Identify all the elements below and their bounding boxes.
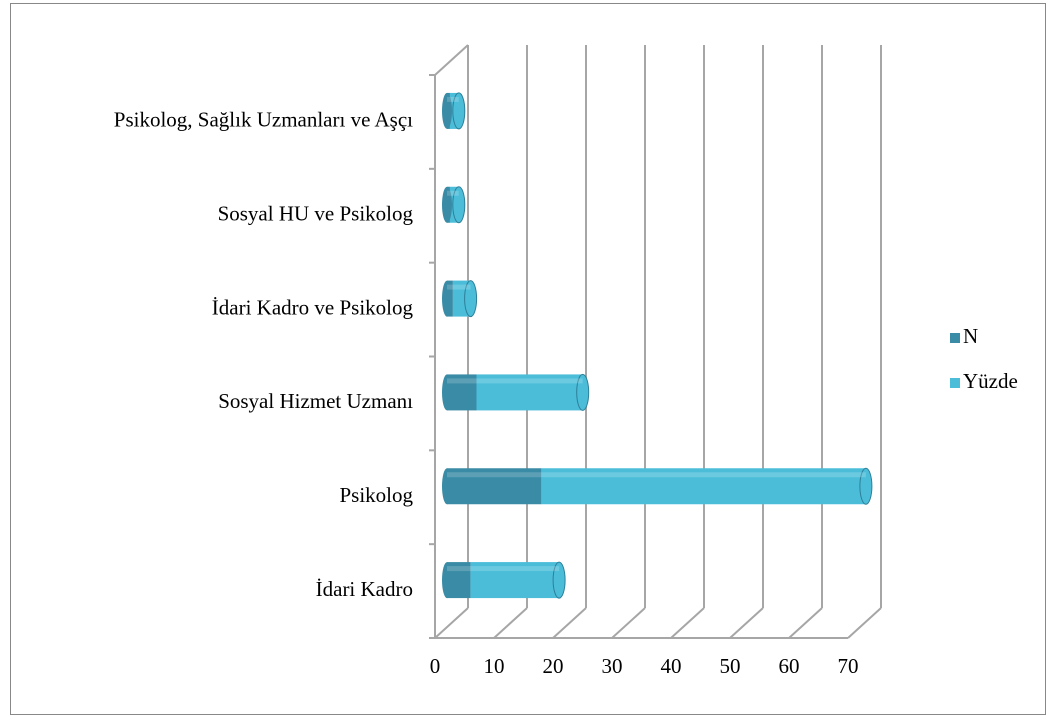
bar-highlight bbox=[447, 284, 471, 290]
floor-grid-line bbox=[493, 607, 528, 639]
y-tick-label: Sosyal HU ve Psikolog bbox=[218, 202, 414, 226]
y-tick-label: Psikolog bbox=[339, 483, 413, 507]
floor-grid-line bbox=[788, 607, 823, 639]
bar bbox=[447, 562, 471, 599]
y-tick-label: Psikolog, Sağlık Uzmanları ve Aşçı bbox=[114, 108, 413, 132]
bar bbox=[541, 468, 866, 505]
bar-end-cap bbox=[859, 467, 873, 505]
bar-start-cap bbox=[442, 374, 452, 411]
legend-swatch bbox=[950, 333, 960, 343]
bar-highlight bbox=[447, 378, 583, 384]
bar-highlight bbox=[447, 472, 866, 478]
bar-start-cap bbox=[442, 562, 452, 599]
floor-grid-line bbox=[847, 607, 882, 639]
bar-start-cap bbox=[442, 92, 452, 129]
floor-grid-line bbox=[611, 607, 646, 639]
x-tick-label: 60 bbox=[779, 654, 800, 678]
bar-start-cap bbox=[442, 186, 452, 223]
bar bbox=[447, 468, 542, 505]
floor-grid-line bbox=[729, 607, 764, 639]
bar-end-cap bbox=[464, 280, 478, 318]
x-tick-label: 20 bbox=[543, 654, 564, 678]
x-tick-label: 0 bbox=[430, 654, 441, 678]
x-tick-label: 50 bbox=[720, 654, 741, 678]
bar-end-cap bbox=[452, 186, 466, 224]
bar-highlight bbox=[447, 96, 459, 102]
y-tick-label: Sosyal Hizmet Uzmanı bbox=[218, 389, 413, 413]
bar bbox=[470, 562, 560, 599]
floor-grid-line bbox=[552, 607, 587, 639]
left-wall-top bbox=[434, 44, 469, 76]
bar-end-cap bbox=[552, 561, 566, 599]
legend-swatch bbox=[950, 378, 960, 388]
bar-start-cap bbox=[442, 468, 452, 505]
bar-end-cap bbox=[576, 373, 590, 411]
bar-highlight bbox=[447, 190, 459, 196]
bar-highlight bbox=[447, 566, 560, 572]
y-tick-label: İdari Kadro ve Psikolog bbox=[212, 295, 414, 319]
x-tick-label: 40 bbox=[661, 654, 682, 678]
x-tick-label: 70 bbox=[838, 654, 859, 678]
bar bbox=[476, 374, 583, 411]
floor-grid-line bbox=[434, 607, 469, 639]
floor-grid-line bbox=[670, 607, 705, 639]
y-tick-label: İdari Kadro bbox=[316, 577, 413, 601]
legend-label: Yüzde bbox=[963, 369, 1018, 393]
x-tick-label: 10 bbox=[484, 654, 505, 678]
x-tick-label: 30 bbox=[602, 654, 623, 678]
bar-start-cap bbox=[442, 280, 452, 317]
bar-end-cap bbox=[452, 92, 466, 130]
legend-label: N bbox=[963, 324, 978, 348]
